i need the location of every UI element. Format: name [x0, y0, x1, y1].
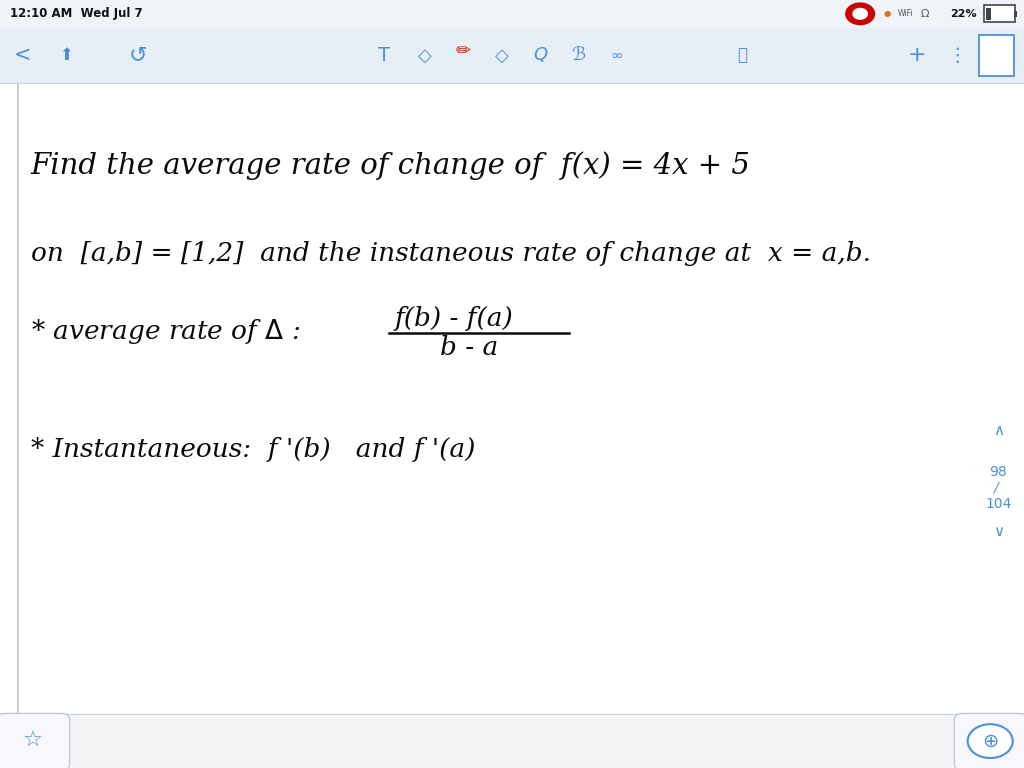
Text: * Instantaneous:  f '(b)   and f '(a): * Instantaneous: f '(b) and f '(a) — [31, 437, 475, 462]
Text: 104: 104 — [985, 497, 1012, 511]
Text: 98: 98 — [989, 465, 1008, 479]
Text: ✏: ✏ — [456, 42, 470, 61]
Circle shape — [968, 724, 1013, 758]
Text: /: / — [993, 481, 997, 495]
FancyBboxPatch shape — [954, 713, 1024, 768]
Text: WiFi: WiFi — [897, 9, 913, 18]
Text: ◇: ◇ — [495, 46, 509, 65]
Text: ⬆: ⬆ — [59, 46, 74, 65]
Text: ☆: ☆ — [23, 731, 43, 751]
Text: ⏱: ⏱ — [737, 46, 748, 65]
Bar — [1014, 11, 1017, 17]
Bar — [0, 0, 1024, 28]
Text: 12:10 AM  Wed Jul 7: 12:10 AM Wed Jul 7 — [10, 8, 143, 20]
Text: T: T — [378, 46, 390, 65]
FancyBboxPatch shape — [979, 35, 1014, 76]
Text: f(b) - f(a): f(b) - f(a) — [394, 306, 513, 331]
FancyBboxPatch shape — [984, 5, 1015, 22]
Text: Q: Q — [534, 46, 548, 65]
Text: ●: ● — [883, 9, 891, 18]
FancyBboxPatch shape — [0, 713, 70, 768]
Text: ⊕: ⊕ — [982, 732, 998, 750]
Bar — [986, 8, 991, 20]
Text: ℬ: ℬ — [571, 46, 586, 65]
Text: <: < — [13, 45, 32, 65]
Text: b - a: b - a — [440, 335, 499, 359]
Text: ◇: ◇ — [418, 46, 432, 65]
Text: ⋮: ⋮ — [947, 46, 968, 65]
Bar — [0, 28, 1024, 83]
Circle shape — [846, 3, 874, 25]
Text: on  [a,b] = [1,2]  and the instaneous rate of change at  x = a,b.: on [a,b] = [1,2] and the instaneous rate… — [31, 241, 870, 266]
Text: Ω: Ω — [921, 8, 929, 19]
Text: ∧: ∧ — [993, 422, 1004, 438]
Text: 22%: 22% — [950, 8, 977, 19]
Text: ∨: ∨ — [993, 524, 1004, 539]
Text: * average rate of $\Delta$ :: * average rate of $\Delta$ : — [31, 317, 300, 346]
Text: +: + — [907, 45, 926, 65]
Text: ∞: ∞ — [610, 48, 623, 63]
Bar — [0, 714, 1024, 768]
Text: ↺: ↺ — [129, 45, 147, 65]
Circle shape — [853, 8, 867, 19]
Text: Find the average rate of change of  f(x) = 4x + 5: Find the average rate of change of f(x) … — [31, 151, 751, 180]
